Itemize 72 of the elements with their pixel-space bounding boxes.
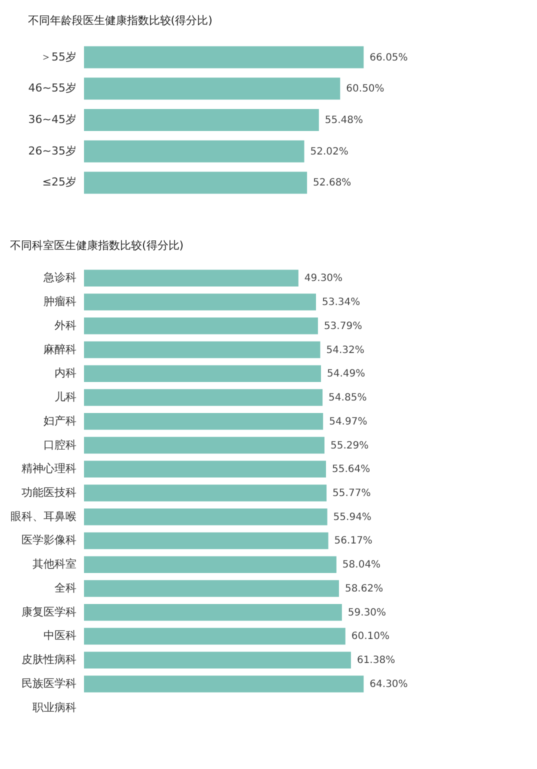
- bar: [84, 628, 346, 645]
- data-label: 60.10%: [351, 631, 390, 642]
- bar: [84, 580, 339, 597]
- data-label: 58.62%: [344, 583, 384, 594]
- y-tick-label: 肿瘤科: [44, 295, 76, 308]
- bar: [84, 389, 323, 406]
- data-label: 54.85%: [328, 392, 367, 404]
- y-tick-label: 眼科、耳鼻喉: [10, 510, 76, 523]
- bar: [84, 460, 326, 478]
- data-label: 53.79%: [324, 320, 362, 332]
- data-label: 54.49%: [326, 368, 366, 380]
- y-tick-label: 职业病科: [32, 700, 76, 714]
- bar: [84, 270, 298, 286]
- bar: [84, 341, 320, 358]
- data-label: 58.04%: [342, 560, 381, 571]
- bar: [84, 140, 304, 162]
- y-tick-label: ≤25岁: [42, 176, 76, 189]
- data-label: 55.77%: [332, 488, 371, 499]
- y-tick-label: 中医科: [44, 629, 76, 642]
- data-label: 60.50%: [346, 84, 384, 95]
- chart-title: 不同科室医生健康指数比较(得分比): [10, 239, 184, 252]
- data-label: 52.68%: [313, 178, 352, 189]
- data-label: 49.30%: [304, 273, 343, 284]
- data-label: 55.29%: [330, 440, 369, 452]
- bar: [84, 532, 328, 550]
- y-tick-label: 医学影像科: [22, 534, 76, 547]
- data-label: 53.34%: [322, 297, 360, 308]
- y-tick-label: 急诊科: [42, 271, 76, 284]
- data-label: 64.30%: [370, 678, 408, 690]
- y-tick-label: 精神心理科: [22, 462, 76, 476]
- bar: [84, 652, 351, 668]
- data-label: 52.02%: [310, 146, 348, 158]
- data-label: 66.05%: [370, 52, 408, 64]
- y-tick-label: 妇产科: [44, 414, 76, 428]
- data-label: 56.17%: [334, 536, 372, 547]
- bar: [84, 413, 324, 430]
- y-tick-label: 康复医学科: [22, 605, 76, 618]
- y-tick-label: 麻醉科: [44, 342, 76, 356]
- bar: [84, 484, 327, 502]
- y-tick-label: 全科: [54, 581, 76, 594]
- y-tick-label: 26~35岁: [28, 144, 76, 158]
- data-label: 61.38%: [356, 655, 396, 666]
- bar: [84, 508, 328, 526]
- y-tick-label: 内科: [54, 366, 76, 380]
- y-tick-label: 36~45岁: [28, 113, 76, 126]
- bar: [84, 604, 342, 621]
- data-label: 55.64%: [332, 464, 370, 476]
- y-tick-label: 其他科室: [32, 558, 76, 571]
- y-tick-label: 民族医学科: [22, 676, 76, 690]
- y-tick-label: 皮肤性病科: [22, 653, 76, 666]
- bar: [84, 436, 324, 454]
- data-label: 59.30%: [348, 607, 386, 618]
- data-label: 55.48%: [324, 115, 364, 126]
- bar: [84, 78, 340, 100]
- bar: [84, 46, 364, 68]
- bar: [84, 556, 336, 573]
- bar: [84, 318, 318, 334]
- bar: [84, 172, 308, 194]
- chart-title: 不同年龄段医生健康指数比较(得分比): [28, 14, 212, 27]
- data-label: 54.97%: [329, 416, 368, 428]
- y-tick-label: 功能医技科: [22, 486, 76, 499]
- y-tick-label: 46~55岁: [28, 82, 76, 95]
- data-label: 55.94%: [333, 512, 372, 523]
- bar: [84, 109, 319, 131]
- bar: [84, 676, 364, 692]
- bar: [84, 365, 321, 382]
- y-tick-label: 儿科: [54, 390, 76, 404]
- y-tick-label: 外科: [54, 318, 76, 332]
- y-tick-label: ＞55岁: [40, 50, 76, 64]
- bar: [84, 294, 316, 310]
- y-tick-label: 口腔科: [44, 438, 76, 452]
- data-label: 54.32%: [326, 344, 364, 356]
